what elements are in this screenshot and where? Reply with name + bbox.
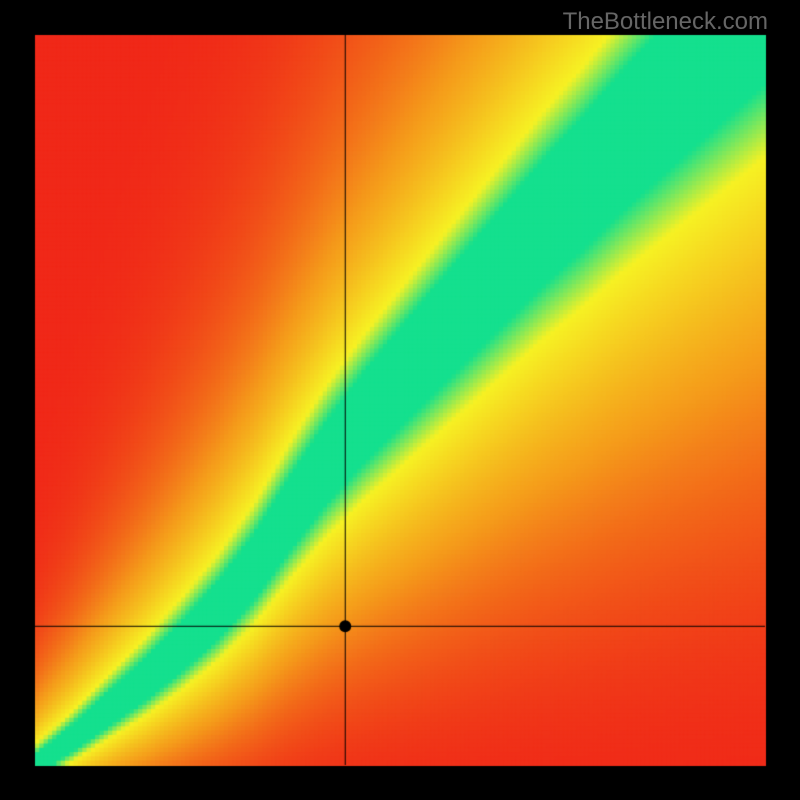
watermark-text: TheBottleneck.com — [563, 8, 768, 36]
chart-container: TheBottleneck.com — [0, 0, 800, 800]
heatmap-canvas — [0, 0, 800, 800]
